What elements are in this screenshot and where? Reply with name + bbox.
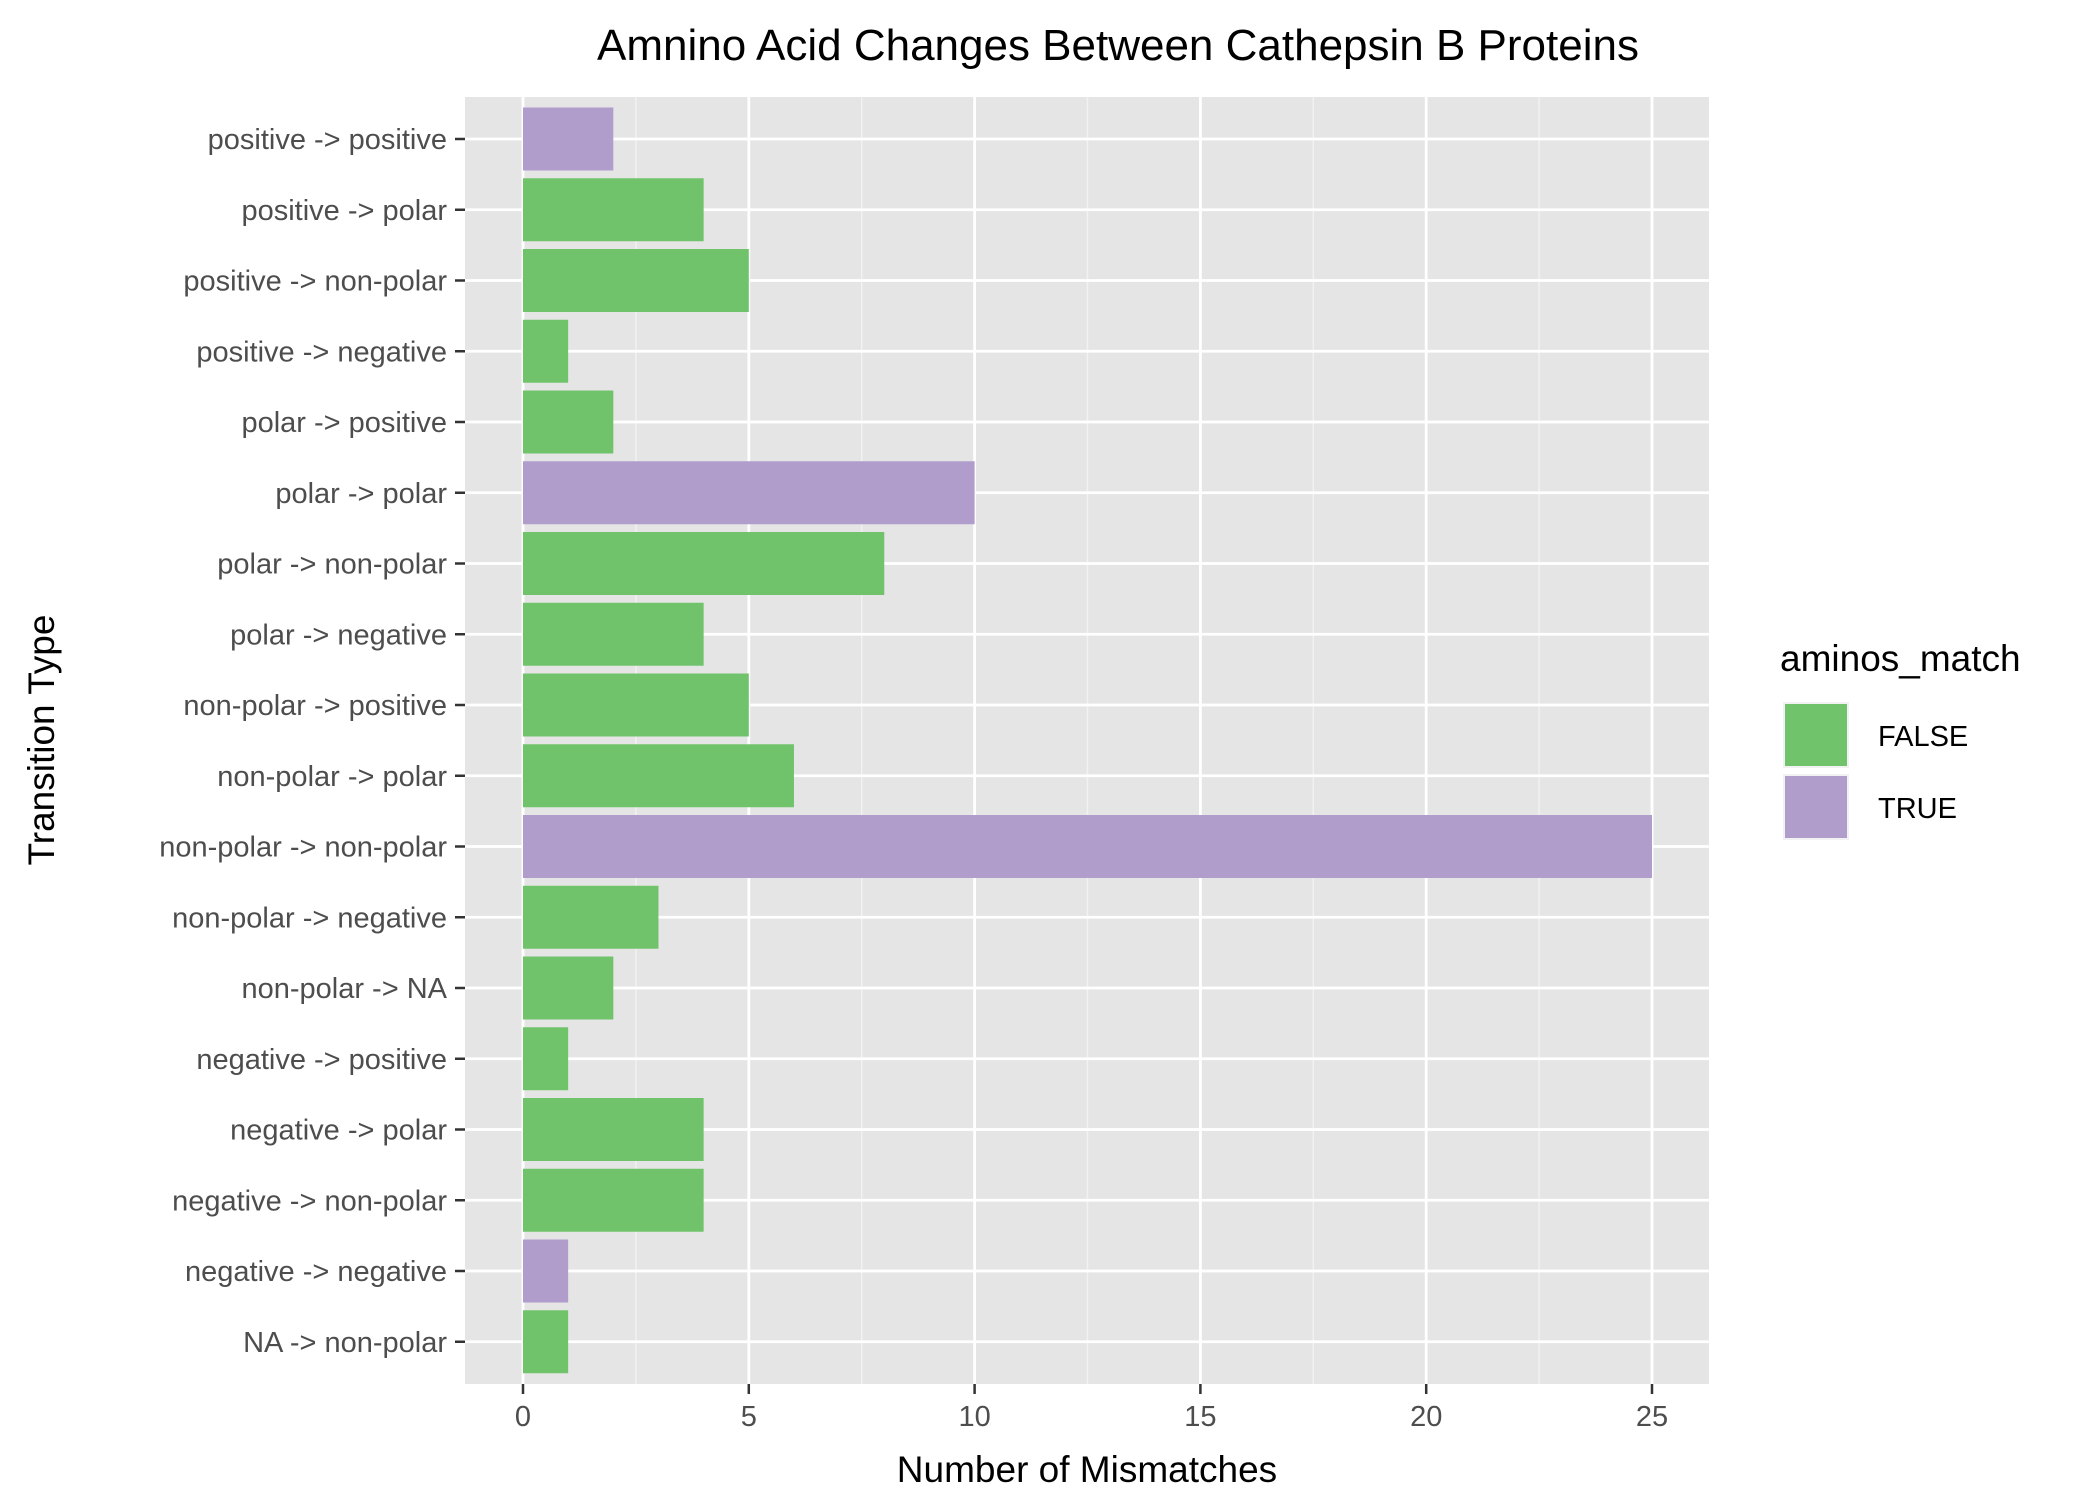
legend-title: aminos_match [1780,638,2021,679]
bar-positive-positive [523,107,614,171]
y-tick-label: positive -> negative [196,336,447,368]
x-tick-label: 20 [1410,1401,1442,1433]
x-axis-ticks: 0 5 10 15 20 25 [515,1384,1668,1433]
y-tick-label: polar -> negative [230,619,447,651]
x-tick-label: 15 [1184,1401,1216,1433]
y-tick-label: non-polar -> non-polar [159,832,447,864]
y-tick-label: negative -> polar [230,1115,447,1147]
y-axis-title: Transition Type [21,615,62,866]
y-tick-label: non-polar -> polar [217,761,447,793]
bar-positive-non-polar [523,249,749,312]
y-tick-label: negative -> positive [196,1044,447,1076]
x-tick-label: 10 [958,1401,990,1433]
bar-non-polar-non-polar [523,815,1652,878]
bar-polar-polar [523,461,975,525]
y-axis-ticks: positive -> positive positive -> polar pos… [159,124,465,1359]
bar-negative-negative [523,1239,569,1303]
bar-negative-polar [523,1098,704,1161]
x-tick-label: 25 [1636,1401,1668,1433]
legend: aminos_match FALSE TRUE [1780,638,2021,840]
y-tick-label: polar -> polar [275,478,447,510]
y-tick-label: negative -> non-polar [172,1185,447,1217]
bar-non-polar-na [523,956,614,1020]
bar-polar-positive [523,390,614,454]
y-tick-label: non-polar -> NA [241,973,447,1005]
bar-na-non-polar [523,1310,569,1374]
bar-non-polar-polar [523,744,794,808]
legend-label-false: FALSE [1878,721,1968,753]
bar-polar-negative [523,602,704,666]
bar-negative-non-polar [523,1168,704,1232]
y-tick-label: NA -> non-polar [243,1327,447,1359]
y-tick-label: non-polar -> negative [172,902,447,934]
bar-positive-polar [523,178,704,242]
bar-non-polar-negative [523,885,659,949]
bar-non-polar-positive [523,673,749,737]
x-axis-title: Number of Mismatches [897,1449,1277,1490]
legend-key-false [1785,704,1847,766]
legend-key-true [1785,776,1847,838]
x-tick-label: 5 [741,1401,757,1433]
y-tick-label: polar -> positive [241,407,447,439]
bar-positive-negative [523,319,569,383]
y-tick-label: negative -> negative [185,1256,447,1288]
legend-label-true: TRUE [1878,793,1957,825]
x-tick-label: 0 [515,1401,531,1433]
bar-polar-non-polar [523,532,885,595]
y-tick-label: positive -> non-polar [183,266,447,298]
y-tick-label: positive -> positive [208,124,447,156]
y-tick-label: polar -> non-polar [217,549,447,581]
bars-group [523,107,1652,1374]
chart-title: Amnino Acid Changes Between Cathepsin B … [597,21,1639,70]
y-tick-label: non-polar -> positive [183,690,447,722]
y-tick-label: positive -> polar [241,195,447,227]
bar-negative-positive [523,1027,569,1091]
